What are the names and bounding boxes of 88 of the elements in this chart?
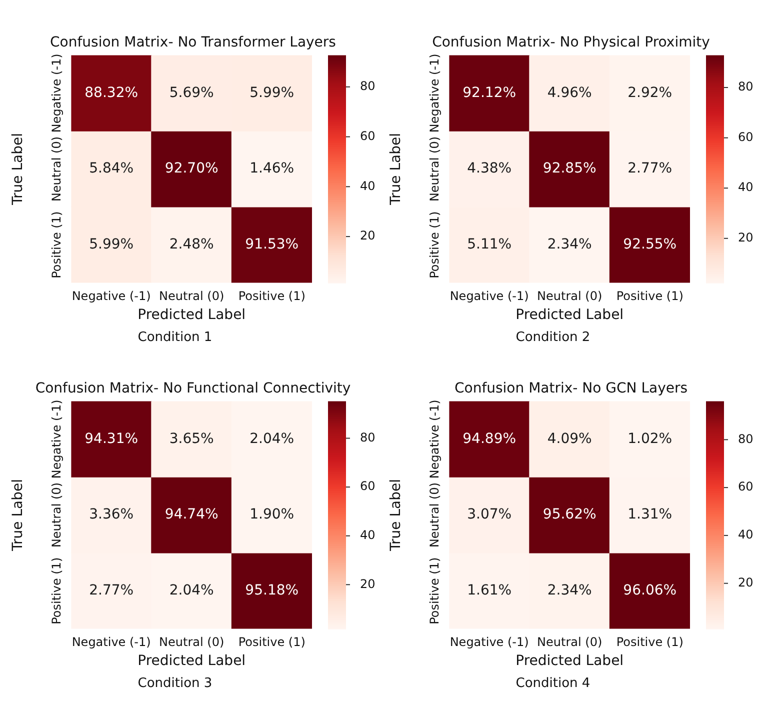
x-axis-title: Predicted Label	[516, 307, 624, 324]
color-bar-label: 20	[360, 576, 376, 591]
chart-title: Confusion Matrix- No Transformer Layers	[50, 34, 336, 50]
data-label: 3.07%	[467, 506, 512, 523]
data-label: 2.48%	[169, 236, 214, 253]
data-label: 1.90%	[250, 506, 294, 523]
x-tick-label: Positive (1)	[238, 635, 306, 650]
color-bar-label: 40	[738, 180, 754, 194]
x-tick-label: Negative (-1)	[72, 635, 151, 650]
x-tick-label: Negative (-1)	[450, 635, 529, 650]
chart-title: Confusion Matrix- No Functional Connectivity	[35, 380, 351, 396]
data-label: 96.06%	[623, 582, 677, 599]
data-label: 1.46%	[250, 160, 294, 177]
y-tick-label: Neutral (0)	[49, 482, 64, 548]
data-label: 4.09%	[547, 430, 592, 447]
data-label: 88.32%	[84, 84, 138, 101]
color-bar-label: 80	[738, 80, 754, 94]
y-tick-label: Neutral (0)	[427, 482, 442, 548]
data-label: 91.53%	[245, 236, 299, 253]
y-tick-label: Neutral (0)	[49, 136, 64, 202]
y-tick-label: Negative (-1)	[49, 54, 64, 133]
data-label: 92.85%	[542, 160, 596, 177]
data-label: 1.31%	[628, 506, 672, 523]
x-tick-label: Neutral (0)	[537, 635, 602, 650]
chart-title: Confusion Matrix- No GCN Layers	[454, 380, 688, 396]
color-bar-label: 60	[360, 128, 376, 143]
text: Condition 2	[516, 330, 590, 346]
y-tick-label: Negative (-1)	[49, 400, 64, 479]
x-tick-label: Positive (1)	[616, 635, 684, 650]
data-label: 94.89%	[462, 430, 516, 447]
x-tick-label: Neutral (0)	[159, 289, 224, 304]
x-axis-title: Predicted Label	[138, 653, 246, 670]
text: Condition 4	[516, 676, 590, 692]
chart-title: Confusion Matrix- No Physical Proximity	[432, 34, 710, 50]
y-axis-title: True Label	[388, 479, 404, 552]
y-tick-label: Negative (-1)	[427, 54, 442, 133]
data-label: 95.62%	[542, 506, 596, 523]
color-bar-label: 40	[360, 178, 376, 193]
data-label: 2.77%	[89, 582, 134, 599]
color-bar-label: 60	[738, 480, 754, 494]
color-bar-label: 80	[360, 79, 376, 94]
color-bar-label: 80	[360, 430, 376, 444]
data-label: 4.96%	[547, 84, 592, 101]
color-bar-label: 80	[738, 432, 754, 446]
data-label: 3.65%	[169, 430, 214, 447]
x-tick-label: Negative (-1)	[72, 289, 151, 304]
color-bar-label: 20	[360, 228, 376, 243]
color-bar-label: 60	[738, 130, 754, 144]
y-axis-title: True Label	[388, 133, 404, 206]
data-label: 2.34%	[547, 236, 592, 253]
y-tick-label: Negative (-1)	[427, 400, 442, 479]
data-label: 1.61%	[467, 582, 512, 599]
y-tick-label: Neutral (0)	[427, 136, 442, 202]
data-label: 94.31%	[84, 430, 138, 447]
x-tick-label: Positive (1)	[238, 289, 306, 304]
data-label: 2.34%	[547, 582, 592, 599]
data-label: 5.69%	[169, 84, 214, 101]
x-tick-label: Negative (-1)	[450, 289, 529, 304]
color-bar-label: 60	[360, 479, 376, 494]
data-label: 1.02%	[628, 430, 672, 447]
data-label: 92.70%	[164, 160, 218, 177]
data-label: 2.04%	[250, 430, 294, 447]
data-label: 92.12%	[462, 84, 516, 101]
text: Condition 1	[138, 330, 212, 346]
data-label: 5.99%	[250, 84, 294, 101]
x-axis-title: Predicted Label	[516, 653, 624, 670]
x-axis-title: Predicted Label	[138, 307, 246, 324]
color-bar-label: 40	[738, 528, 754, 542]
y-axis-title: True Label	[10, 479, 26, 552]
x-tick-label: Positive (1)	[616, 289, 684, 304]
data-label: 2.77%	[628, 160, 672, 177]
data-label: 3.36%	[89, 506, 134, 523]
text: Condition 3	[138, 676, 212, 692]
data-label: 95.18%	[245, 582, 299, 599]
color-bar-label: 20	[738, 575, 754, 590]
color-bar-label: 40	[360, 528, 376, 542]
data-label: 5.99%	[89, 236, 134, 253]
data-label: 2.04%	[169, 582, 214, 599]
color-bar-label: 20	[738, 230, 754, 245]
data-label: 5.84%	[89, 160, 134, 177]
x-tick-label: Neutral (0)	[537, 289, 602, 304]
data-label: 5.11%	[467, 236, 512, 253]
data-label: 94.74%	[164, 506, 218, 523]
y-axis-title: True Label	[10, 133, 26, 206]
data-label: 92.55%	[623, 236, 677, 253]
data-label: 4.38%	[467, 160, 512, 177]
x-tick-label: Neutral (0)	[159, 635, 224, 650]
data-label: 2.92%	[628, 84, 672, 101]
